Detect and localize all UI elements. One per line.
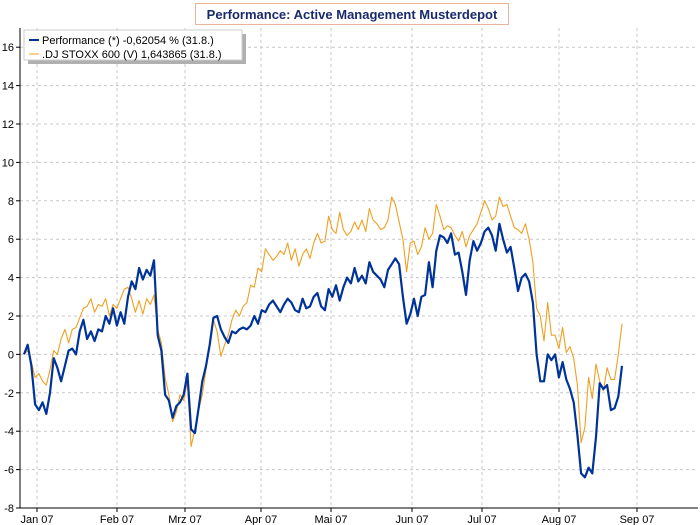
x-tick-label: Jun 07 bbox=[395, 514, 428, 525]
x-tick-label: Sep 07 bbox=[620, 514, 655, 525]
y-tick-label: -2 bbox=[4, 388, 14, 400]
y-tick-label: 16 bbox=[2, 42, 14, 54]
x-tick-label: Mrz 07 bbox=[168, 514, 202, 525]
series-line-stoxx600 bbox=[23, 196, 623, 448]
x-tick-label: Mai 07 bbox=[314, 514, 347, 525]
y-tick-label: 8 bbox=[8, 196, 14, 208]
x-tick-label: Jul 07 bbox=[467, 514, 496, 525]
y-tick-label: -4 bbox=[4, 426, 14, 438]
y-axis-ticks: -8 -6 -4 -2 0 2 4 6 8 10 12 14 16 bbox=[2, 42, 20, 515]
y-tick-label: -8 bbox=[4, 503, 14, 515]
y-tick-label: 2 bbox=[8, 311, 14, 323]
series-lines bbox=[22, 196, 624, 479]
x-tick-label: Aug 07 bbox=[542, 514, 577, 525]
axes bbox=[19, 28, 698, 509]
legend-box bbox=[23, 29, 243, 61]
legend: Performance (*) -0,62054 % (31.8.) .DJ ST… bbox=[23, 29, 246, 64]
legend-entry: .DJ STOXX 600 (V) 1,643865 (31.8.) bbox=[42, 49, 222, 61]
y-tick-label: 12 bbox=[2, 119, 14, 131]
y-tick-label: 0 bbox=[8, 349, 14, 361]
x-tick-label: Apr 07 bbox=[245, 514, 277, 525]
legend-entry: Performance (*) -0,62054 % (31.8.) bbox=[42, 35, 214, 47]
chart-title: Performance: Active Management Musterdep… bbox=[195, 3, 509, 25]
y-tick-label: 10 bbox=[2, 157, 14, 169]
x-tick-label: Feb 07 bbox=[100, 514, 134, 525]
x-tick-label: Jan 07 bbox=[20, 514, 53, 525]
y-tick-label: -6 bbox=[4, 465, 14, 477]
series-line-performance bbox=[22, 222, 624, 479]
y-tick-label: 4 bbox=[8, 273, 14, 285]
x-axis-ticks: Jan 07 Feb 07 Mrz 07 Apr 07 Mai 07 Jun 07 Jul … bbox=[20, 508, 654, 525]
y-tick-label: 14 bbox=[2, 81, 14, 93]
y-tick-label: 6 bbox=[8, 234, 14, 246]
